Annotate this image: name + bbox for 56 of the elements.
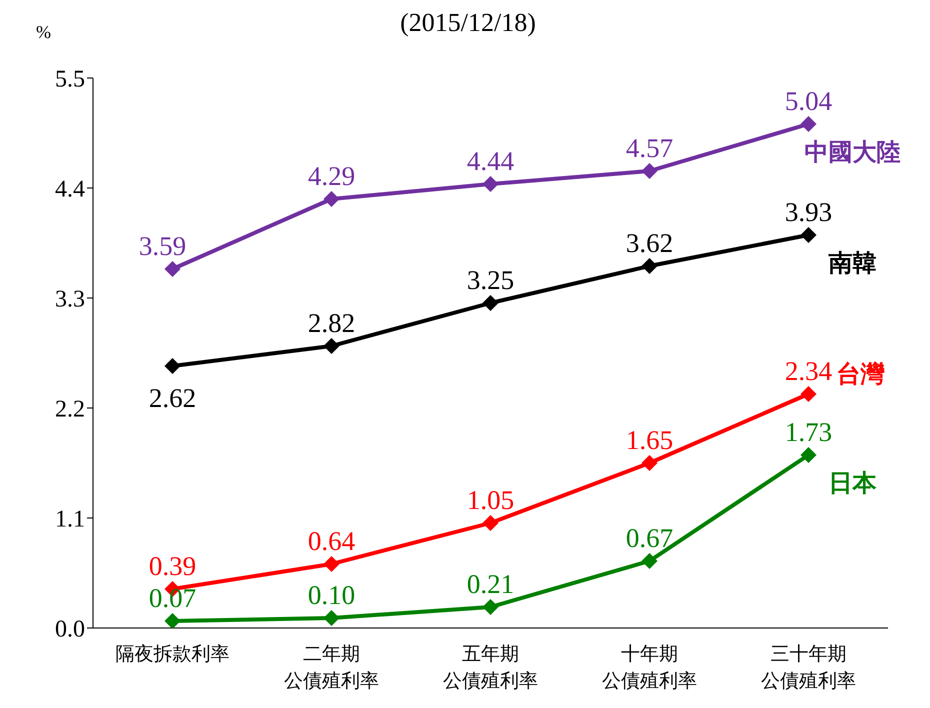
data-label: 1.73 (784, 417, 832, 447)
data-label: 2.34 (784, 356, 833, 386)
point (482, 295, 498, 311)
data-label: 0.64 (308, 526, 356, 556)
data-label: 1.05 (466, 485, 514, 515)
data-label: 4.57 (626, 133, 674, 163)
point (642, 258, 658, 274)
data-label: 4.29 (308, 161, 356, 191)
data-label: 0.10 (308, 580, 356, 610)
data-label: 0.21 (466, 569, 514, 599)
data-label: 0.07 (148, 583, 196, 613)
y-tick-label: 5.5 (55, 66, 85, 93)
data-label: 2.62 (148, 383, 196, 414)
point (164, 261, 180, 277)
y-tick-label: 4.4 (55, 176, 85, 203)
x-tick-label: 十年期公債殖利率 (602, 643, 697, 692)
point (800, 116, 816, 132)
data-label: 0.67 (626, 523, 674, 553)
point (800, 447, 816, 463)
point (800, 386, 816, 402)
y-tick-label: 0.0 (55, 616, 85, 643)
point (642, 553, 658, 569)
x-tick-label: 五年期公債殖利率 (443, 643, 538, 692)
point (164, 358, 180, 374)
data-label: 1.65 (626, 425, 674, 455)
point (324, 191, 340, 207)
point (642, 163, 658, 179)
data-label: 3.93 (784, 197, 832, 227)
point (324, 610, 340, 626)
x-tick-label: 三十年期公債殖利率 (761, 643, 856, 692)
data-label: 5.04 (784, 86, 833, 116)
point (324, 338, 340, 354)
series-label: 日本 (828, 469, 878, 497)
point (642, 455, 658, 471)
x-tick-label: 二年期公債殖利率 (284, 643, 379, 692)
point (324, 556, 340, 572)
point (482, 515, 498, 531)
data-label: 3.59 (138, 231, 186, 261)
y-tick-label: 2.2 (55, 396, 85, 423)
point (800, 227, 816, 243)
series-label: 中國大陸 (804, 138, 900, 166)
point (482, 176, 498, 192)
data-label: 3.25 (466, 265, 514, 295)
point (482, 599, 498, 615)
chart-title: (2015/12/18) (400, 8, 536, 37)
series-label: 台灣 (836, 360, 886, 388)
data-label: 3.62 (626, 228, 674, 258)
data-label: 0.39 (148, 551, 196, 581)
x-tick-label: 隔夜拆款利率 (116, 643, 230, 665)
y-tick-label: 1.1 (55, 506, 85, 533)
y-tick-label: 3.3 (55, 286, 85, 313)
data-label: 4.44 (466, 146, 515, 176)
series-label: 南韓 (828, 249, 876, 277)
point (164, 613, 180, 628)
y-axis-title: % (36, 22, 51, 43)
data-label: 2.82 (308, 308, 356, 338)
